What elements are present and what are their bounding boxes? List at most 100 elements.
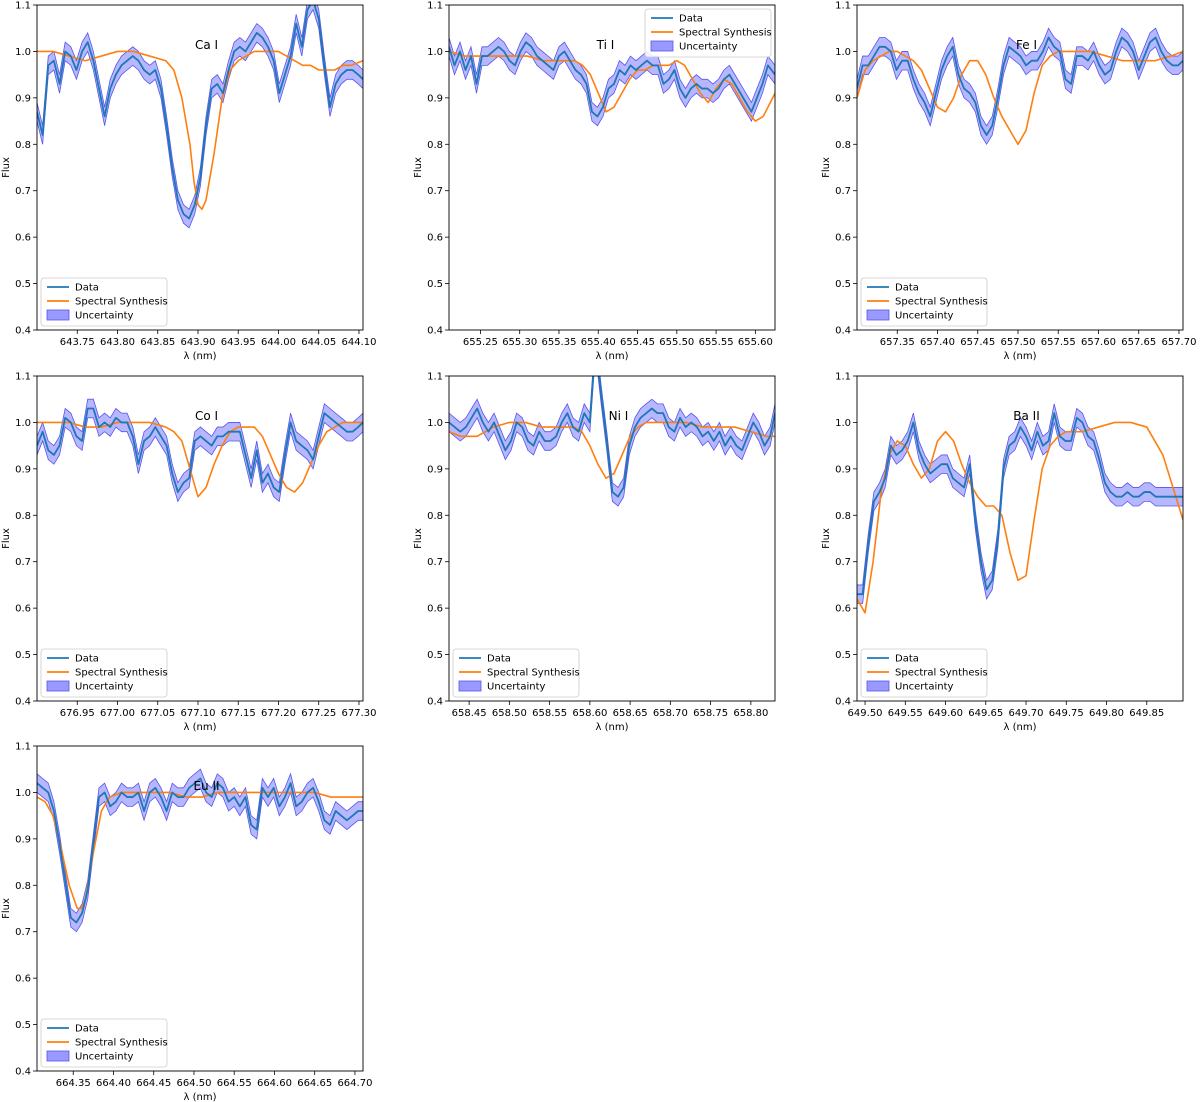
x-tick-label: 649.55 [888,708,923,719]
y-axis-label: Flux [413,528,424,549]
legend-entry: Uncertainty [895,682,954,693]
data-series-line [37,777,363,924]
y-tick-label: 0.5 [15,1020,31,1031]
x-axis-label: λ (nm) [184,722,217,733]
y-tick-label: 0.6 [15,974,31,985]
legend-entry: Uncertainty [895,311,954,322]
y-tick-label: 0.9 [427,93,443,104]
element-label: Ca I [195,38,218,52]
data-series-line [37,407,363,493]
data-series-line [857,412,1183,596]
x-tick-label: 677.25 [301,708,336,719]
axes-frame [856,4,1184,331]
plot-area [857,27,1183,146]
y-tick-label: 0.5 [835,279,851,290]
legend-uncertainty-swatch [46,1050,70,1062]
y-tick-label: 1.0 [835,47,851,58]
legend-entry: Data [895,283,919,294]
x-tick-label: 658.65 [613,708,648,719]
legend-entry: Data [75,654,99,665]
x-tick-label: 655.30 [502,337,537,348]
x-tick-label: 657.40 [920,337,955,348]
legend-entry: Data [487,654,511,665]
legend-uncertainty-swatch [46,309,70,321]
legend-uncertainty-swatch [46,680,70,692]
y-tick-label: 0.8 [427,140,443,151]
y-tick-label: 1.1 [15,1,31,12]
y-axis-label: Flux [1,898,12,919]
spectrum-panel-7: 664.35 664.40 664.45 664.50 664.55 664.60 664.… [1,742,372,1102]
legend-uncertainty-swatch [866,309,890,321]
x-tick-label: 664.60 [257,1078,292,1089]
x-tick-label: 658.50 [492,708,527,719]
x-tick-label: 657.60 [1081,337,1116,348]
x-tick-label: 664.70 [337,1078,372,1089]
x-axis-label: λ (nm) [184,351,217,362]
synthesis-series-line [449,421,775,479]
y-tick-label: 0.7 [15,186,31,197]
axes-frame [36,745,364,1072]
x-axis-label: λ (nm) [184,1092,217,1102]
y-tick-label: 1.1 [15,742,31,753]
y-tick-label: 1.0 [427,418,443,429]
y-tick-label: 0.7 [835,557,851,568]
y-tick-label: 1.0 [15,788,31,799]
data-series-line [37,5,363,220]
legend-entry: Spectral Synthesis [75,297,168,308]
x-tick-label: 644.10 [341,337,376,348]
data-series-line [449,376,775,498]
y-tick-label: 0.8 [427,511,443,522]
x-tick-label: 657.55 [1041,337,1076,348]
y-tick-label: 1.1 [835,372,851,383]
legend-entry: Spectral Synthesis [895,297,988,308]
x-tick-label: 664.35 [56,1078,91,1089]
x-tick-label: 677.20 [261,708,296,719]
x-tick-label: 655.35 [541,337,576,348]
y-tick-label: 1.0 [427,47,443,58]
x-tick-label: 664.50 [176,1078,211,1089]
legend-entry: Uncertainty [75,1052,134,1063]
uncertainty-band [37,5,363,229]
x-tick-label: 677.10 [180,708,215,719]
x-tick-label: 664.55 [217,1078,252,1089]
spectrum-panel-3: 657.35 657.40 657.45 657.50 657.55 657.60 657.… [821,1,1196,363]
x-tick-label: 649.60 [928,708,963,719]
y-tick-label: 0.9 [835,464,851,475]
element-label: Ni I [609,409,629,423]
x-tick-label: 649.85 [1129,708,1164,719]
x-tick-label: 664.45 [136,1078,171,1089]
x-tick-label: 658.80 [733,708,768,719]
y-tick-label: 0.9 [835,93,851,104]
spectrum-panel-1: 643.75 643.80 643.85 643.90 643.95 644.00 644.… [1,1,376,363]
y-tick-label: 0.5 [15,650,31,661]
legend-entry: Uncertainty [75,311,134,322]
x-tick-label: 657.45 [960,337,995,348]
y-tick-label: 0.6 [835,233,851,244]
x-tick-label: 657.50 [1000,337,1035,348]
plot-area [857,403,1183,614]
synthesis-series-line [449,50,775,122]
element-label: Ba II [1013,409,1039,423]
y-tick-label: 0.7 [15,927,31,938]
y-tick-label: 0.6 [15,604,31,615]
x-tick-label: 655.45 [620,337,655,348]
spectrum-panel-2: 655.25 655.30 655.35 655.40 655.45 655.50 655.… [413,1,776,362]
legend-box [40,1018,168,1068]
y-tick-label: 1.1 [427,372,443,383]
y-tick-label: 0.8 [15,881,31,892]
x-axis-label: λ (nm) [1004,351,1037,362]
x-tick-label: 657.70 [1161,337,1196,348]
axes-frame [448,4,776,331]
element-label: Ti I [596,38,615,52]
legend-entry: Uncertainty [75,682,134,693]
y-tick-label: 0.9 [427,464,443,475]
y-tick-label: 0.8 [835,140,851,151]
data-series-line [857,36,1183,136]
legend-box [40,648,168,698]
legend-entry: Spectral Synthesis [75,1038,168,1049]
y-axis-label: Flux [413,157,424,178]
y-tick-label: 0.4 [15,326,31,337]
x-tick-label: 677.00 [100,708,135,719]
synthesis-series-line [37,791,363,910]
uncertainty-band [449,32,775,127]
